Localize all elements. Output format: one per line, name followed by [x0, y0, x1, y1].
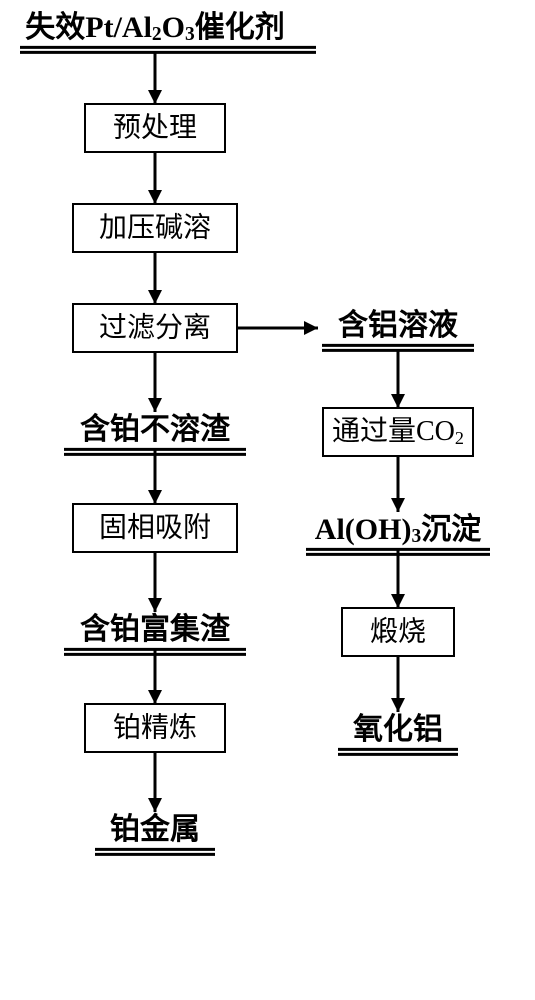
- arrow-a8: [391, 456, 405, 512]
- term-al-sol-label: 含铝溶液: [338, 308, 458, 342]
- box-alkali-label: 加压碱溶: [99, 211, 211, 243]
- box-co2: 通过量CO2: [323, 408, 473, 456]
- box-co2-label: 通过量CO2: [332, 415, 464, 448]
- arrow-a3: [148, 252, 162, 304]
- box-pretreat: 预处理: [85, 104, 225, 152]
- box-adsorb-label: 固相吸附: [99, 511, 211, 543]
- term-pt-slag-label: 含铂不溶渣: [80, 412, 231, 446]
- term-aloh3: Al(OH)3沉淀: [306, 513, 490, 555]
- box-adsorb: 固相吸附: [73, 504, 237, 552]
- term-pt-metal: 铂金属: [95, 812, 215, 855]
- arrow-a2: [148, 152, 162, 204]
- term-pt-rich-label: 含铂富集渣: [80, 612, 231, 646]
- arrow-a5: [148, 352, 162, 412]
- term-pt-slag: 含铂不溶渣: [64, 412, 246, 455]
- arrow-a10: [391, 550, 405, 608]
- box-filter-label: 过滤分离: [99, 311, 211, 343]
- box-calcine-label: 煅烧: [370, 615, 426, 647]
- box-refine-label: 铂精炼: [113, 711, 197, 743]
- term-pt-metal-label: 铂金属: [110, 812, 200, 846]
- arrow-a7: [148, 450, 162, 504]
- arrow-a6: [391, 350, 405, 408]
- box-calcine: 煅烧: [342, 608, 454, 656]
- box-pretreat-label: 预处理: [113, 111, 197, 143]
- box-filter: 过滤分离: [73, 304, 237, 352]
- arrow-a11: [148, 650, 162, 704]
- arrow-a4: [237, 321, 318, 335]
- box-refine: 铂精炼: [85, 704, 225, 752]
- term-aloh3-label: Al(OH)3沉淀: [315, 513, 481, 548]
- term-start: 失效Pt/Al2O3催化剂: [20, 11, 316, 53]
- arrow-a13: [148, 752, 162, 812]
- box-alkali: 加压碱溶: [73, 204, 237, 252]
- arrow-a12: [391, 656, 405, 712]
- term-pt-rich: 含铂富集渣: [64, 612, 246, 655]
- arrow-a9: [148, 552, 162, 612]
- arrow-a1: [148, 52, 162, 104]
- term-start-label: 失效Pt/Al2O3催化剂: [25, 11, 285, 46]
- term-al2o3-label: 氧化铝: [353, 713, 443, 746]
- term-al-sol: 含铝溶液: [322, 308, 474, 351]
- term-al2o3: 氧化铝: [338, 713, 458, 755]
- flowchart-canvas: 失效Pt/Al2O3催化剂预处理加压碱溶过滤分离 含铝溶液含铂不溶渣 通过量CO2 固…: [0, 0, 535, 1000]
